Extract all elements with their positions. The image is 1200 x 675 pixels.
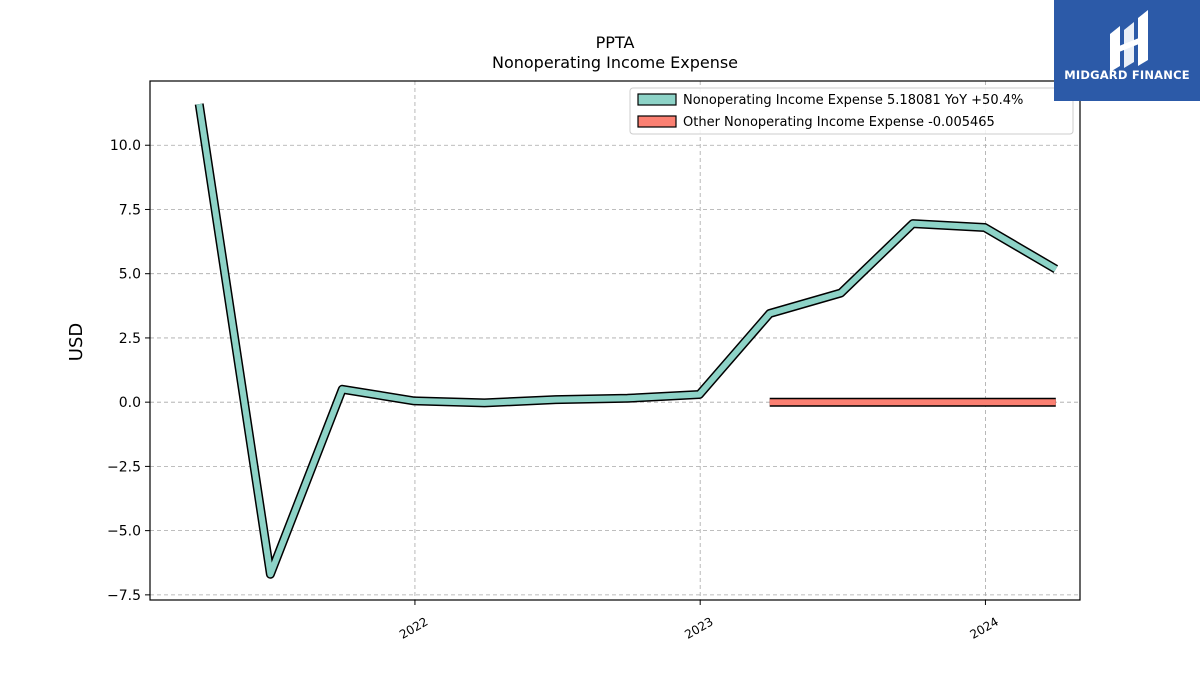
legend-swatch-nonoperating (637, 93, 677, 106)
y-tick-label: −7.5 (107, 588, 141, 604)
chart-title: PPTA (596, 33, 635, 52)
y-tick-label: −2.5 (107, 459, 141, 475)
legend-label-other-nonoperating: Other Nonoperating Income Expense -0.005… (683, 115, 995, 130)
y-tick-label: −5.0 (107, 524, 141, 540)
y-tick-label: 7.5 (119, 202, 141, 218)
y-tick-label: 10.0 (110, 138, 141, 154)
legend-label-nonoperating: Nonoperating Income Expense 5.18081 YoY … (683, 93, 1023, 108)
y-axis: 10.0 7.5 5.0 2.5 0.0 −2.5 −5.0 −7.5 (107, 138, 150, 604)
y-axis-label: USD (66, 323, 87, 361)
legend: Nonoperating Income Expense 5.18081 YoY … (629, 87, 1074, 135)
y-tick-label: 5.0 (119, 267, 141, 283)
legend-swatch-other-nonoperating (637, 115, 677, 128)
brand-logo: MIDGARD FINANCE (1054, 0, 1200, 101)
chart-subtitle: Nonoperating Income Expense (492, 53, 738, 72)
logo-mark-icon (1110, 10, 1148, 72)
series-layer (194, 103, 1059, 579)
legend-frame (629, 87, 1074, 135)
plot-frame (149, 80, 1081, 601)
y-tick-label: 0.0 (119, 395, 141, 411)
y-tick-label: 2.5 (119, 331, 141, 347)
logo-text: MIDGARD FINANCE (1064, 68, 1190, 82)
